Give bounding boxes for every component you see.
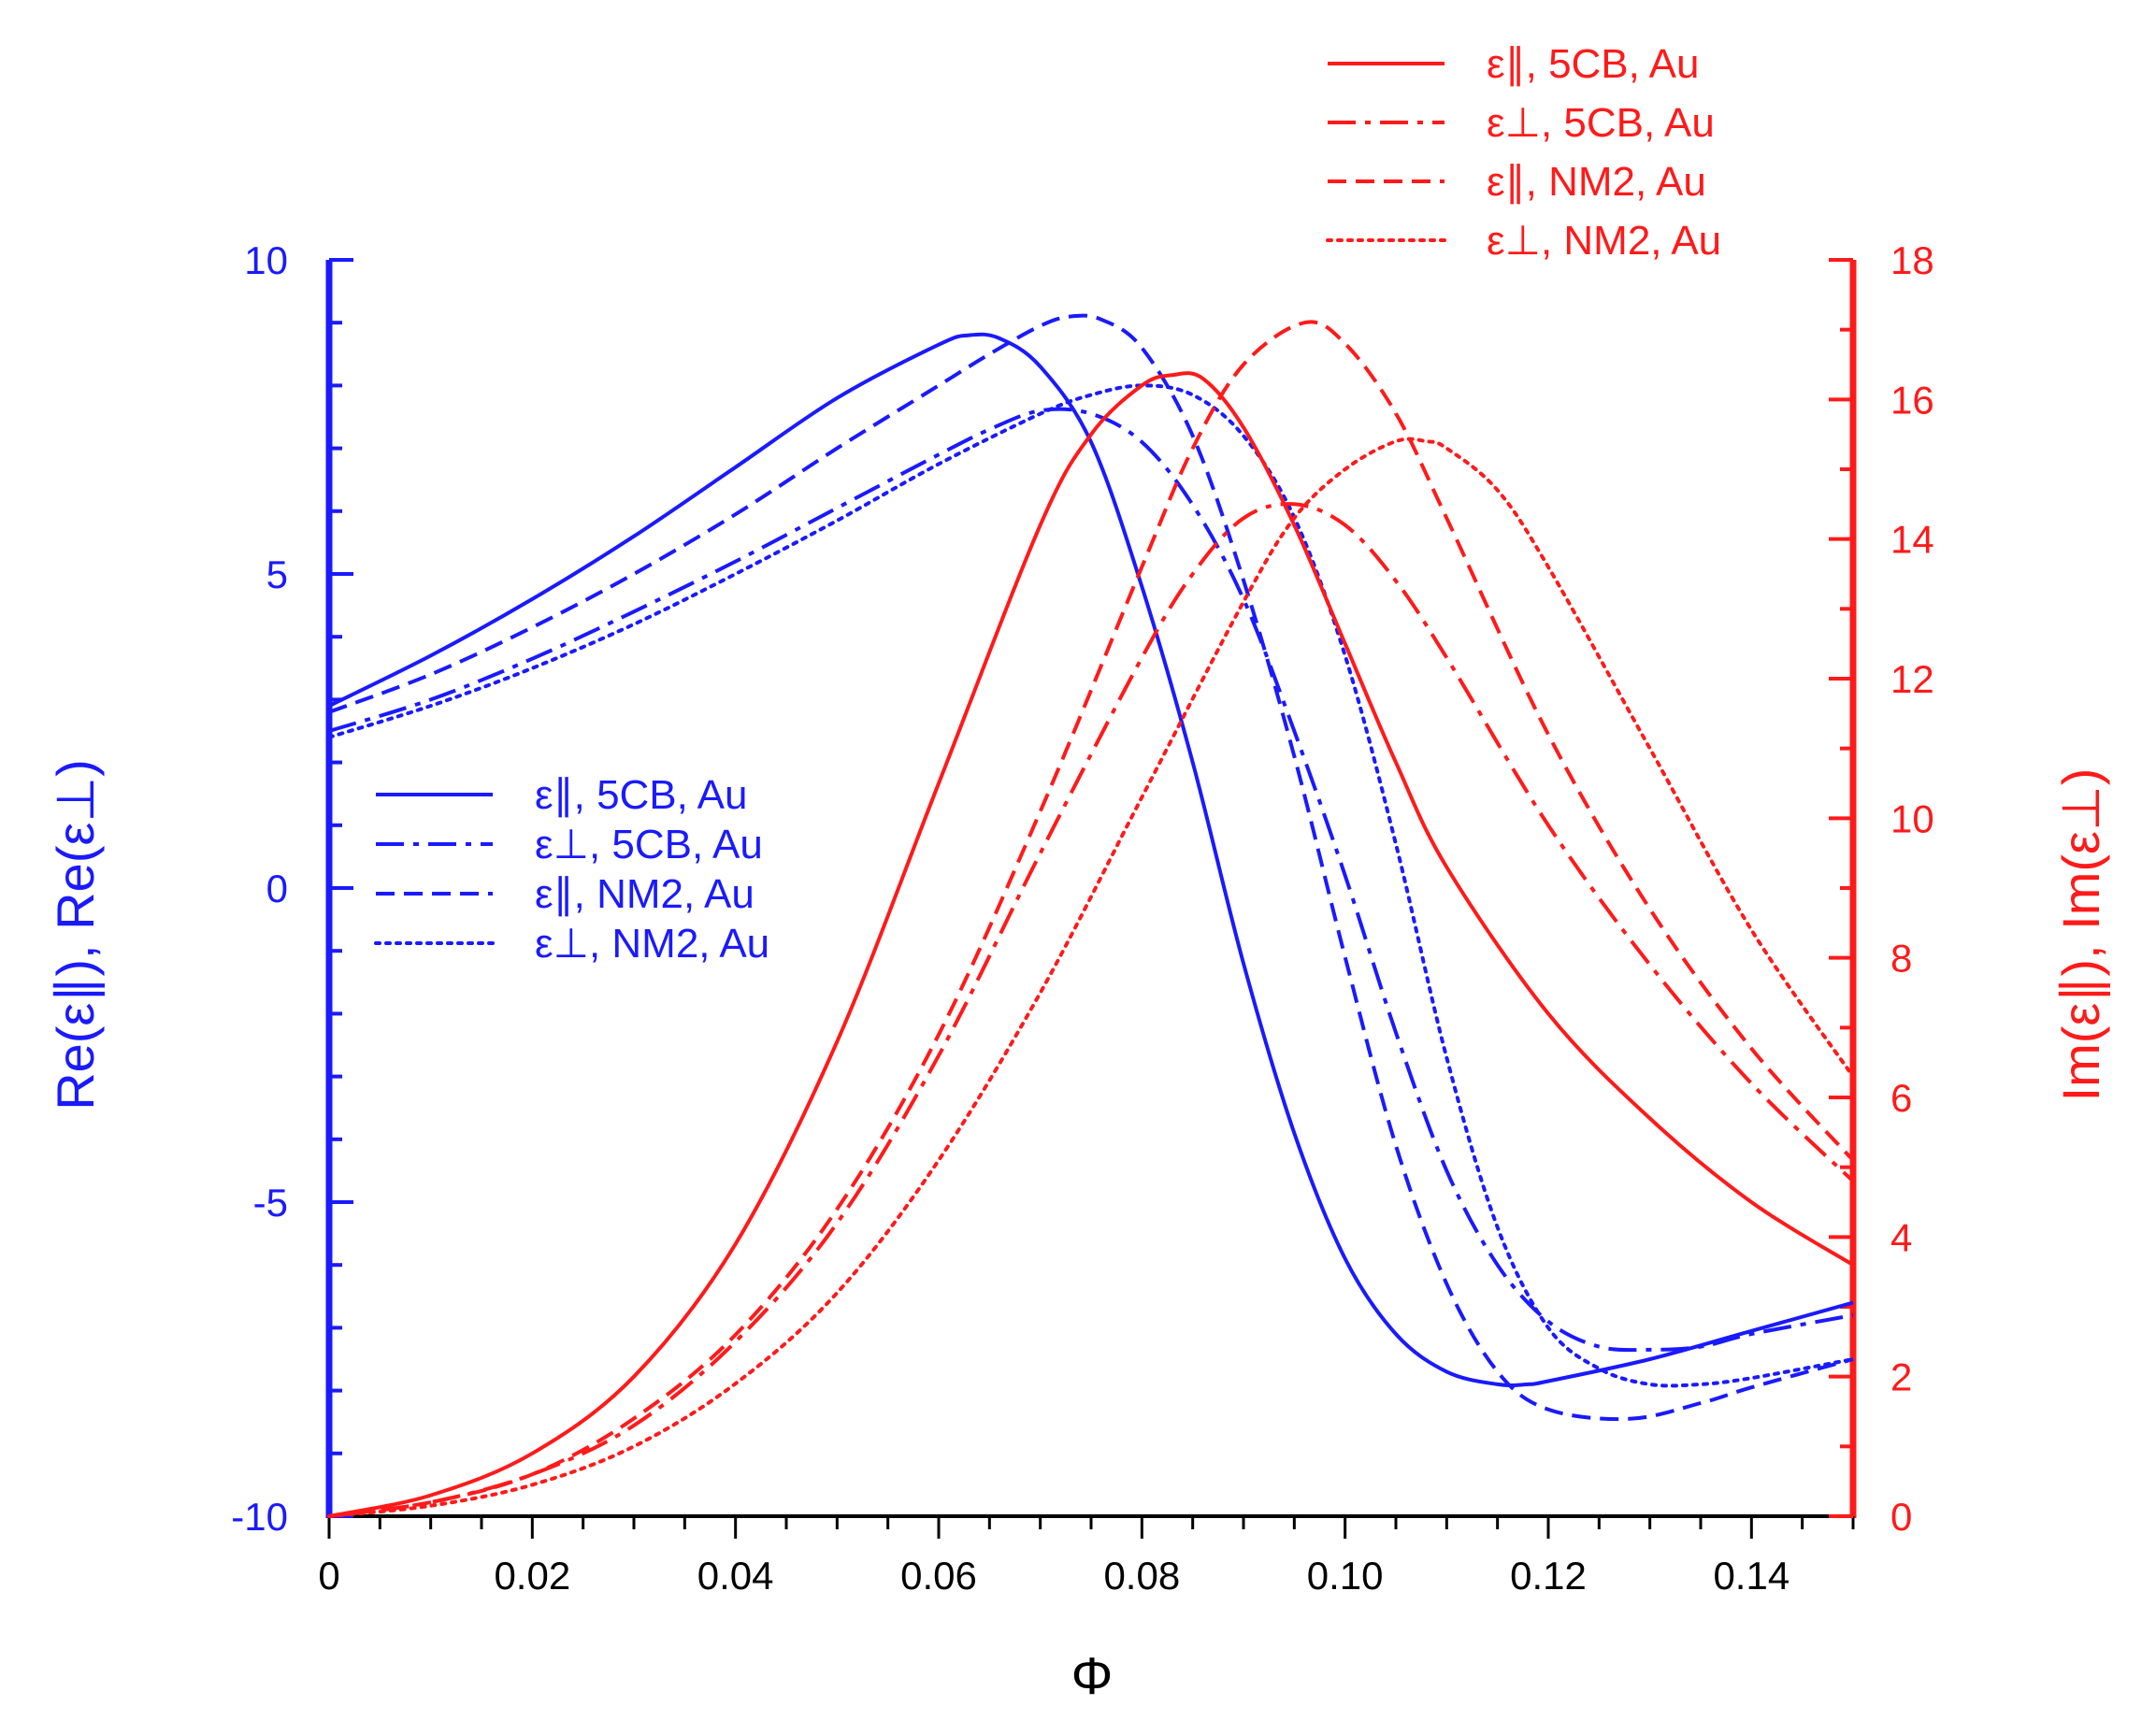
series-line-im-7 [327, 437, 1855, 1518]
y-right-tick-label: 18 [1890, 238, 1934, 282]
series-group [327, 313, 1855, 1518]
y-right-tick-label: 10 [1890, 796, 1934, 840]
y-axis-right-label: Im(ε∥), Im(ε⊥) [2051, 768, 2110, 1102]
y-right-tick-label: 0 [1890, 1495, 1912, 1539]
legend-left-label-1: ε⊥, 5CB, Au [535, 822, 763, 867]
legend-right-label-3: ε⊥, NM2, Au [1487, 218, 1721, 264]
y-left-tick-label: 5 [266, 552, 288, 596]
y-axis-left-label: Re(ε∥), Re(ε⊥) [46, 759, 105, 1111]
legend-left-label-2: ε∥, NM2, Au [535, 871, 755, 917]
y-right-tick-label: 12 [1890, 657, 1934, 701]
y-right-tick-label: 14 [1890, 518, 1934, 562]
x-axis-label: Φ [1071, 1646, 1114, 1705]
series-line-im-6 [328, 320, 1855, 1518]
x-tick-label: 0.14 [1713, 1554, 1789, 1598]
x-tick-label: 0 [318, 1554, 339, 1598]
y-right-tick-label: 2 [1890, 1355, 1912, 1399]
y-left-tick-label: 10 [244, 238, 288, 282]
legend-right-label-1: ε⊥, 5CB, Au [1487, 100, 1715, 146]
axes: 0 0.02 0.04 0.06 0.08 0.10 0.12 0.14 -10 -5 0 5 10 0 2… [231, 238, 1933, 1598]
series-line-im-5 [328, 502, 1855, 1518]
x-tick-label: 0.08 [1103, 1554, 1180, 1598]
series-line-re-1 [328, 407, 1854, 1353]
x-tick-label: 0.12 [1510, 1554, 1587, 1598]
legend-left-label-3: ε⊥, NM2, Au [535, 921, 769, 967]
y-left-tick-label: -10 [231, 1495, 288, 1539]
legends: ε∥, 5CB, Auε⊥, 5CB, Auε∥, NM2, Auε⊥, NM2… [374, 41, 1721, 967]
legend-left-label-0: ε∥, 5CB, Au [535, 772, 748, 818]
series-line-re-2 [328, 313, 1854, 1422]
y-right-tick-label: 6 [1890, 1076, 1912, 1120]
x-tick-label: 0.06 [900, 1554, 977, 1598]
legend-right-label-0: ε∥, 5CB, Au [1487, 41, 1700, 87]
y-right-tick-label: 16 [1890, 378, 1934, 422]
x-tick-label: 0.10 [1307, 1554, 1384, 1598]
y-right-tick-label: 4 [1890, 1215, 1912, 1259]
legend-right-label-2: ε∥, NM2, Au [1487, 159, 1706, 205]
x-tick-label: 0.02 [494, 1554, 570, 1598]
y-left-tick-label: -5 [253, 1181, 288, 1225]
series-line-im-4 [328, 371, 1855, 1518]
x-tick-label: 0.04 [697, 1554, 774, 1598]
y-right-tick-label: 8 [1890, 937, 1912, 981]
series-line-re-0 [328, 332, 1854, 1387]
y-left-tick-label: 0 [266, 867, 288, 910]
